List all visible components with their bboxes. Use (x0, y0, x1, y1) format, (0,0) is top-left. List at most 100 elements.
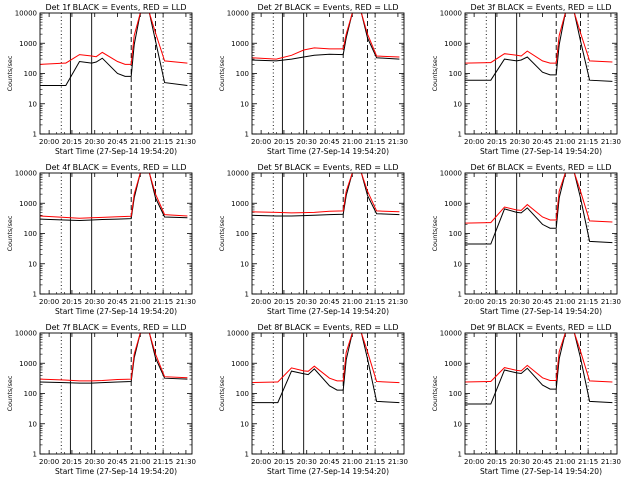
y-tick-label: 10000 (15, 170, 37, 178)
y-tick-label: 100 (236, 70, 249, 78)
y-tick-label: 10 (453, 100, 462, 108)
events-rate-line (252, 173, 400, 217)
x-tick-label: 20:30 (297, 458, 317, 466)
events-rate-line (252, 333, 400, 404)
x-tick-label: 20:00 (251, 298, 271, 306)
x-tick-label: 21:15 (365, 458, 385, 466)
x-tick-label: 20:15 (274, 458, 294, 466)
x-tick-label: 20:45 (107, 298, 127, 306)
x-tick-label: 20:45 (107, 458, 127, 466)
x-tick-label: 21:15 (578, 458, 598, 466)
x-tick-label: 20:30 (85, 298, 105, 306)
y-tick-label: 100 (24, 70, 37, 78)
x-tick-label: 21:30 (388, 138, 408, 146)
x-axis-label: Start Time (27-Sep-14 19:54:20) (55, 307, 177, 316)
y-axis-label: Counts/sec (431, 55, 439, 91)
x-tick-label: 21:30 (388, 298, 408, 306)
lld-rate-line (252, 333, 400, 384)
x-tick-label: 21:30 (176, 458, 196, 466)
lld-rate-line (40, 13, 188, 65)
y-tick-label: 1000 (444, 40, 462, 48)
plot-frame (39, 332, 193, 455)
x-tick-label: 21:30 (176, 138, 196, 146)
lld-rate-line (252, 13, 400, 60)
x-tick-label: 20:45 (532, 138, 552, 146)
x-tick-label: 20:00 (464, 458, 484, 466)
x-tick-label: 20:45 (319, 458, 339, 466)
plot-frame (251, 172, 405, 295)
y-axis-label: Counts/sec (6, 375, 14, 411)
detector-panel: Det 1f BLACK = Events, RED = LLD Counts/s… (6, 3, 196, 156)
y-tick-label: 10 (453, 260, 462, 268)
y-tick-label: 1000 (231, 200, 249, 208)
events-rate-line (465, 173, 613, 245)
x-tick-label: 20:30 (510, 458, 530, 466)
x-tick-label: 20:30 (297, 138, 317, 146)
x-tick-label: 21:00 (342, 138, 362, 146)
x-tick-label: 20:15 (487, 298, 507, 306)
y-tick-label: 10 (453, 420, 462, 428)
y-tick-label: 1000 (231, 360, 249, 368)
y-axis-label: Counts/sec (6, 55, 14, 91)
x-tick-label: 21:30 (388, 458, 408, 466)
x-tick-label: 21:00 (342, 298, 362, 306)
y-tick-label: 1 (458, 131, 462, 139)
x-tick-label: 21:15 (365, 138, 385, 146)
events-rate-line (40, 13, 188, 86)
y-axis-label: Counts/sec (431, 375, 439, 411)
lld-rate-line (465, 173, 613, 224)
y-tick-label: 10 (240, 260, 249, 268)
x-tick-label: 21:30 (601, 458, 621, 466)
y-tick-label: 10 (28, 100, 37, 108)
x-tick-label: 20:30 (510, 138, 530, 146)
y-tick-label: 10000 (440, 10, 462, 18)
x-tick-label: 21:00 (555, 298, 575, 306)
x-tick-label: 20:00 (251, 458, 271, 466)
x-tick-label: 21:00 (555, 138, 575, 146)
y-tick-label: 10000 (440, 330, 462, 338)
lld-rate-line (465, 13, 613, 64)
y-axis-label: Counts/sec (6, 215, 14, 251)
y-tick-label: 10000 (15, 330, 37, 338)
detector-panel: Det 7f BLACK = Events, RED = LLD Counts/s… (6, 323, 196, 476)
y-tick-label: 10 (240, 100, 249, 108)
panel-title: Det 2f BLACK = Events, RED = LLD (257, 3, 398, 12)
detector-panel: Det 2f BLACK = Events, RED = LLD Counts/s… (218, 3, 408, 156)
y-tick-label: 1 (245, 451, 249, 459)
y-tick-label: 100 (236, 230, 249, 238)
detector-panel: Det 6f BLACK = Events, RED = LLD Counts/s… (431, 163, 621, 316)
y-tick-label: 1 (245, 131, 249, 139)
x-tick-label: 21:00 (130, 298, 150, 306)
x-tick-label: 21:15 (578, 298, 598, 306)
plot-frame (39, 12, 193, 135)
panel-title: Det 4f BLACK = Events, RED = LLD (45, 163, 186, 172)
y-tick-label: 100 (24, 230, 37, 238)
x-tick-label: 21:15 (578, 138, 598, 146)
y-tick-label: 1 (33, 451, 37, 459)
panel-title: Det 9f BLACK = Events, RED = LLD (470, 323, 611, 332)
x-axis-label: Start Time (27-Sep-14 19:54:20) (480, 467, 602, 476)
x-tick-label: 20:15 (62, 458, 82, 466)
y-tick-label: 100 (449, 230, 462, 238)
x-tick-label: 21:00 (130, 458, 150, 466)
panel-title: Det 7f BLACK = Events, RED = LLD (45, 323, 186, 332)
y-tick-label: 10000 (227, 330, 249, 338)
y-tick-label: 10 (28, 260, 37, 268)
y-tick-label: 100 (236, 390, 249, 398)
lld-rate-line (252, 173, 400, 214)
x-tick-label: 21:15 (153, 298, 173, 306)
x-tick-label: 21:30 (176, 298, 196, 306)
plot-frame (251, 332, 405, 455)
y-tick-label: 1000 (19, 40, 37, 48)
x-tick-label: 20:00 (39, 298, 59, 306)
x-tick-label: 20:15 (274, 298, 294, 306)
events-rate-line (40, 173, 188, 222)
x-tick-label: 20:00 (464, 138, 484, 146)
x-tick-label: 20:45 (319, 298, 339, 306)
x-axis-label: Start Time (27-Sep-14 19:54:20) (480, 147, 602, 156)
x-tick-label: 20:45 (532, 298, 552, 306)
x-tick-label: 20:15 (62, 138, 82, 146)
events-rate-line (465, 13, 613, 82)
x-tick-label: 20:15 (487, 138, 507, 146)
